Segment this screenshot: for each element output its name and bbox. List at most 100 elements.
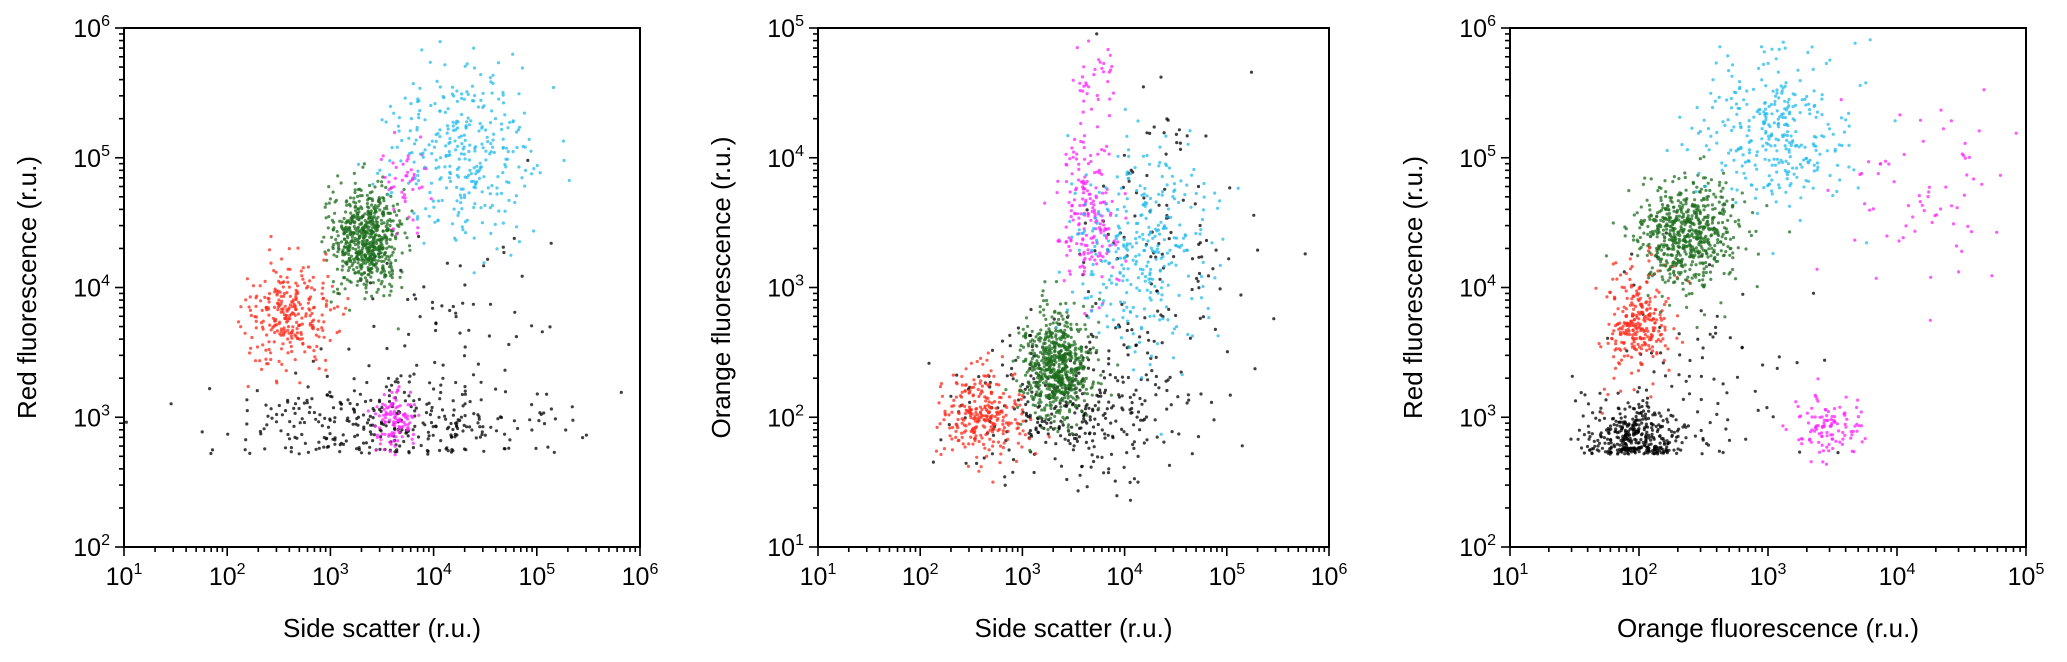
data-point bbox=[1116, 325, 1120, 329]
data-point bbox=[1662, 316, 1666, 321]
data-point bbox=[432, 205, 436, 209]
data-point bbox=[1190, 334, 1195, 338]
data-point bbox=[282, 294, 286, 298]
data-point bbox=[1721, 450, 1725, 455]
data-point bbox=[491, 138, 495, 142]
data-point bbox=[1615, 442, 1619, 446]
data-point bbox=[479, 398, 483, 402]
data-point bbox=[1077, 356, 1081, 360]
data-point bbox=[460, 207, 464, 211]
data-point bbox=[340, 225, 344, 229]
data-point bbox=[987, 448, 991, 452]
data-point bbox=[1131, 305, 1135, 310]
data-point bbox=[1016, 422, 1020, 426]
data-point bbox=[1645, 430, 1649, 434]
data-point bbox=[1132, 393, 1136, 397]
data-point bbox=[1018, 403, 1022, 407]
data-point bbox=[1674, 418, 1678, 422]
data-point bbox=[261, 343, 265, 347]
data-point bbox=[357, 215, 361, 219]
data-point bbox=[1592, 439, 1596, 443]
data-point bbox=[994, 406, 998, 410]
data-point bbox=[472, 185, 476, 189]
data-point bbox=[1109, 421, 1113, 425]
data-point bbox=[391, 423, 395, 427]
data-point bbox=[1005, 374, 1009, 378]
data-point bbox=[1615, 277, 1619, 281]
data-point bbox=[1124, 216, 1128, 220]
data-point bbox=[269, 234, 273, 239]
data-point bbox=[511, 119, 515, 123]
data-point bbox=[548, 325, 552, 329]
data-point bbox=[504, 146, 509, 150]
data-point bbox=[1134, 237, 1138, 241]
data-point bbox=[1183, 234, 1188, 238]
data-point bbox=[1659, 424, 1663, 428]
data-point bbox=[359, 205, 363, 209]
data-point bbox=[982, 456, 986, 460]
data-point bbox=[1771, 415, 1775, 419]
data-point bbox=[1149, 255, 1153, 259]
data-point bbox=[1190, 452, 1194, 456]
data-point bbox=[1661, 263, 1665, 267]
data-point bbox=[529, 149, 533, 153]
data-point bbox=[1018, 348, 1022, 352]
data-point bbox=[341, 251, 345, 255]
data-point bbox=[1112, 239, 1116, 243]
data-point bbox=[1668, 303, 1672, 307]
data-point bbox=[370, 271, 374, 275]
data-point bbox=[286, 432, 290, 437]
data-point bbox=[1116, 247, 1120, 251]
data-point bbox=[975, 359, 979, 364]
data-point bbox=[355, 402, 359, 407]
data-point bbox=[1081, 384, 1085, 388]
data-point bbox=[426, 437, 430, 441]
data-point bbox=[465, 90, 469, 94]
data-point bbox=[977, 375, 981, 379]
data-point bbox=[1061, 421, 1065, 425]
data-point bbox=[1639, 438, 1643, 442]
data-point bbox=[1659, 451, 1663, 455]
data-point bbox=[1635, 330, 1639, 334]
data-point bbox=[1613, 348, 1617, 352]
data-point bbox=[407, 427, 411, 431]
data-point bbox=[278, 290, 282, 294]
data-point bbox=[407, 394, 411, 398]
data-point bbox=[264, 348, 268, 352]
data-point bbox=[1013, 418, 1018, 422]
data-point bbox=[451, 413, 455, 417]
data-point bbox=[1083, 157, 1087, 161]
data-point bbox=[359, 250, 363, 254]
data-point bbox=[1067, 201, 1071, 205]
data-point bbox=[379, 282, 383, 286]
data-point bbox=[1095, 238, 1099, 242]
data-point bbox=[1635, 289, 1639, 293]
data-point bbox=[1111, 265, 1115, 269]
data-point bbox=[326, 226, 330, 230]
data-point bbox=[416, 226, 420, 230]
data-point bbox=[1256, 248, 1260, 252]
data-point bbox=[1632, 340, 1636, 344]
data-point bbox=[310, 286, 314, 290]
data-point bbox=[1064, 162, 1068, 166]
data-point bbox=[245, 398, 249, 402]
data-point bbox=[1724, 181, 1728, 185]
data-point bbox=[1590, 451, 1594, 455]
data-point bbox=[280, 307, 284, 311]
data-point bbox=[1096, 97, 1100, 101]
data-point bbox=[1068, 344, 1072, 348]
data-point bbox=[1656, 427, 1660, 432]
data-point bbox=[369, 235, 374, 239]
data-point bbox=[124, 420, 128, 424]
data-point bbox=[459, 415, 463, 419]
data-point bbox=[1627, 324, 1631, 328]
data-point bbox=[1186, 393, 1190, 397]
data-point bbox=[1672, 430, 1676, 434]
data-point bbox=[1663, 344, 1667, 348]
data-point bbox=[964, 408, 968, 412]
data-point bbox=[1091, 439, 1095, 443]
data-point bbox=[1676, 447, 1680, 451]
data-point bbox=[619, 390, 623, 394]
data-point bbox=[297, 452, 301, 456]
data-point bbox=[1140, 376, 1144, 380]
